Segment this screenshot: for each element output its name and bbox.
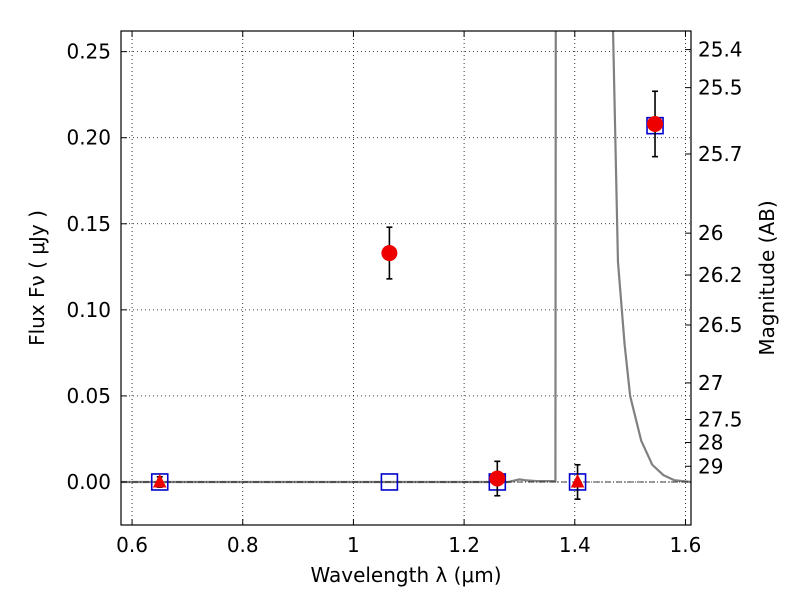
mag-tick-label: 25.5 xyxy=(698,76,743,100)
observed-flux-point xyxy=(489,470,506,487)
mag-tick-label: 28 xyxy=(698,431,723,455)
y-tick-label: 0.25 xyxy=(66,40,111,64)
x-tick-label: 1.4 xyxy=(559,533,591,557)
mag-tick-label: 26.2 xyxy=(698,263,743,287)
upper-limit-marker xyxy=(152,473,167,488)
x-tick-label: 1.2 xyxy=(448,533,480,557)
y-tick-label: 0.20 xyxy=(66,126,111,150)
plot-frame xyxy=(120,30,692,526)
mag-tick-label: 25.7 xyxy=(698,142,743,166)
x-tick-label: 1.6 xyxy=(670,533,702,557)
model-spectrum-line xyxy=(121,31,691,484)
x-tick-label: 0.8 xyxy=(227,533,259,557)
mag-tick-label: 26.5 xyxy=(698,313,743,337)
mag-tick-label: 25.4 xyxy=(698,38,743,62)
y-tick-label: 0.05 xyxy=(66,384,111,408)
mag-tick-label: 26 xyxy=(698,221,723,245)
axis-ticks: 0.6 0.8 1 1.2 1.4 1.6 0.00 0.05 0.10 0.15 0.20 0.25… xyxy=(66,31,743,557)
y-tick-label: 0.15 xyxy=(66,212,111,236)
mag-tick-label: 27.5 xyxy=(698,407,743,431)
y-tick-label: 0.10 xyxy=(66,298,111,322)
model-flux-square xyxy=(380,473,399,491)
mag-tick-label: 29 xyxy=(698,454,723,478)
y-tick-label: 0.00 xyxy=(66,470,111,494)
observed-flux-point xyxy=(647,115,664,132)
plot-content xyxy=(121,31,691,500)
mag-tick-label: 27 xyxy=(698,371,723,395)
x-tick-label: 0.6 xyxy=(116,533,148,557)
observed-flux-point xyxy=(381,245,398,262)
y-axis-label: Flux Fν ( μJy ) xyxy=(25,210,49,346)
x-tick-label: 1 xyxy=(347,533,360,557)
upper-limit-marker xyxy=(570,473,585,488)
right-axis-label: Magnitude (AB) xyxy=(755,200,779,355)
plot-area xyxy=(121,31,691,525)
x-axis-label: Wavelength λ (μm) xyxy=(310,563,501,587)
